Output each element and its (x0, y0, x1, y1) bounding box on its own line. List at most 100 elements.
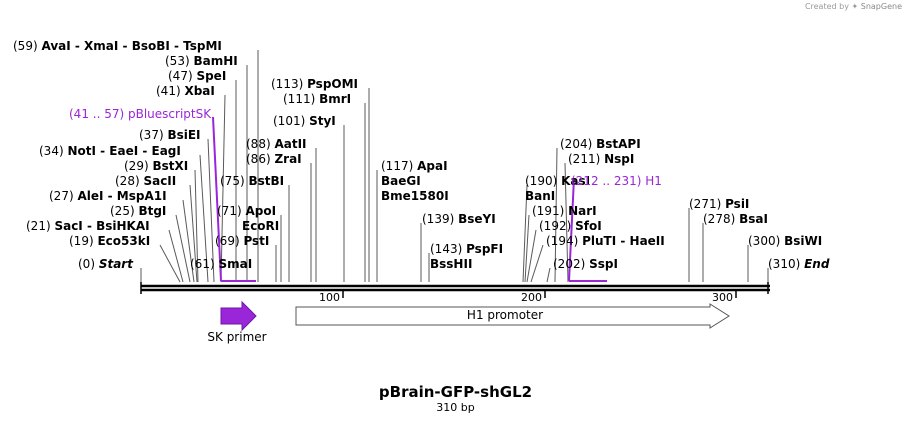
site-xbai[interactable]: (41) XbaI (156, 84, 215, 98)
site-name: Bme1580I (381, 189, 449, 203)
h1-promoter-feature[interactable]: H1 promoter (295, 303, 730, 329)
site-smai[interactable]: (61) SmaI (190, 257, 252, 271)
site-avai-xmai-bsobi-tspmi[interactable]: (59) AvaI - XmaI - BsoBI - TspMI (13, 39, 222, 53)
leader-alei-mspa1i (182, 199, 195, 283)
site-bsai[interactable]: (278) BsaI (703, 212, 768, 226)
leader-bstxi (194, 169, 199, 283)
site-name: H1 (645, 174, 662, 188)
site-position: (34) (39, 144, 67, 158)
site-name: Start (99, 257, 134, 271)
h1-promoter-label: H1 promoter (467, 308, 543, 322)
h1-promoter-arrow[interactable] (295, 303, 730, 329)
site-kasi[interactable]: (190) KasI (525, 174, 590, 188)
site-sacii[interactable]: (28) SacII (115, 174, 176, 188)
site-name: BssHII (430, 257, 472, 271)
site-zrai[interactable]: (86) ZraI (246, 152, 302, 166)
site-bstbi[interactable]: (75) BstBI (220, 174, 284, 188)
site-h1[interactable]: (212 .. 231) H1 (571, 174, 662, 188)
site-apoi[interactable]: (71) ApoI (217, 204, 276, 218)
site-name: Eco53kI (97, 234, 150, 248)
site-styi[interactable]: (101) StyI (273, 114, 336, 128)
site-position: (53) (165, 54, 193, 68)
site-bseyi[interactable]: (139) BseYI (422, 212, 496, 226)
site-position: (139) (422, 212, 458, 226)
site-noti-eaei-eagi[interactable]: (34) NotI - EaeI - EagI (39, 144, 181, 158)
tick-label-200: 200 (521, 291, 542, 304)
site-sfoi[interactable]: (192) SfoI (539, 219, 602, 233)
site-name: PspFI (466, 242, 503, 256)
tick-label-100: 100 (319, 291, 340, 304)
site-nspi[interactable]: (211) NspI (568, 152, 634, 166)
site-bmri[interactable]: (111) BmrI (283, 92, 351, 106)
sk-primer-feature[interactable]: SK primer (207, 300, 267, 344)
site-name: SacII (143, 174, 176, 188)
leader-sacii (189, 184, 198, 283)
leader-saci-bsihkai (168, 229, 184, 283)
leader-eco53ki (159, 244, 181, 283)
site-apai[interactable]: (117) ApaI (381, 159, 448, 173)
site-bstxi[interactable]: (29) BstXI (124, 159, 188, 173)
site-position: (27) (49, 189, 77, 203)
site-position: (300) (748, 234, 784, 248)
site-name: KasI (561, 174, 590, 188)
site-psti[interactable]: (69) PstI (215, 234, 269, 248)
leader-nari (524, 214, 530, 283)
site-alei-mspa1i[interactable]: (27) AleI - MspA1I (49, 189, 167, 203)
site-position: (41) (156, 84, 184, 98)
site-eco53ki[interactable]: (19) Eco53kI (69, 234, 150, 248)
site-position: (69) (215, 234, 243, 248)
site-bsiei[interactable]: (37) BsiEI (139, 128, 201, 142)
leader-nspi (564, 162, 569, 283)
site-position: (86) (246, 152, 274, 166)
site-name: SspI (589, 257, 618, 271)
site-name: AleI - MspA1I (77, 189, 166, 203)
site-ecori[interactable]: EcoRI (242, 219, 279, 233)
site-name: BstAPI (596, 137, 641, 151)
site-psii[interactable]: (271) PsiI (689, 197, 749, 211)
site-pluti-haeii[interactable]: (194) PluTI - HaeII (546, 234, 665, 248)
site-bme1580i[interactable]: Bme1580I (381, 189, 449, 203)
site-position: (41 .. 57) (69, 107, 128, 121)
site-sspi[interactable]: (202) SspI (553, 257, 618, 271)
site-position: (21) (26, 219, 54, 233)
pbluescriptsk-leader (212, 116, 222, 282)
site-name: BsaI (739, 212, 768, 226)
site-position: (211) (568, 152, 604, 166)
leader-bstapi (554, 147, 558, 283)
site-name: pBluescriptSK (128, 107, 212, 121)
site-name: PspOMI (307, 77, 358, 91)
site-bsshii[interactable]: BssHII (430, 257, 472, 271)
site-spei[interactable]: (47) SpeI (168, 69, 226, 83)
leader-sspi (546, 267, 551, 283)
site-position: (271) (689, 197, 725, 211)
site-start[interactable]: (0) Start (78, 257, 134, 271)
site-pbluescriptsk[interactable]: (41 .. 57) pBluescriptSK (69, 107, 212, 121)
site-pspomi[interactable]: (113) PspOMI (271, 77, 358, 91)
site-saci-bsihkai[interactable]: (21) SacI - BsiHKAI (26, 219, 150, 233)
site-aatii[interactable]: (88) AatII (246, 137, 307, 151)
plasmid-map: 100 200 300 SK primer H1 promoter (59) Ava… (13, 39, 830, 344)
site-position: (47) (168, 69, 196, 83)
site-name: BamHI (193, 54, 237, 68)
site-position: (212 .. 231) (571, 174, 645, 188)
site-name: BsiEI (167, 128, 200, 142)
site-name: ZraI (274, 152, 301, 166)
site-position: (88) (246, 137, 274, 151)
site-position: (113) (271, 77, 307, 91)
sk-primer-arrow[interactable] (220, 300, 257, 332)
leader-bsiei (207, 138, 215, 283)
map-title: pBrain-GFP-shGL2 (378, 383, 533, 401)
site-name: NspI (604, 152, 634, 166)
site-bstapi[interactable]: (204) BstAPI (560, 137, 641, 151)
site-bani[interactable]: BanI (525, 189, 555, 203)
tick-label-300: 300 (712, 291, 733, 304)
site-btgi[interactable]: (25) BtgI (110, 204, 166, 218)
leader-lines (140, 50, 769, 283)
site-baegi[interactable]: BaeGI (381, 174, 421, 188)
site-nari[interactable]: (191) NarI (532, 204, 597, 218)
site-pspfi[interactable]: (143) PspFI (430, 242, 503, 256)
site-bsiwi[interactable]: (300) BsiWI (748, 234, 822, 248)
site-bamhi[interactable]: (53) BamHI (165, 54, 238, 68)
site-position: (194) (546, 234, 582, 248)
site-end[interactable]: (310) End (768, 257, 830, 271)
